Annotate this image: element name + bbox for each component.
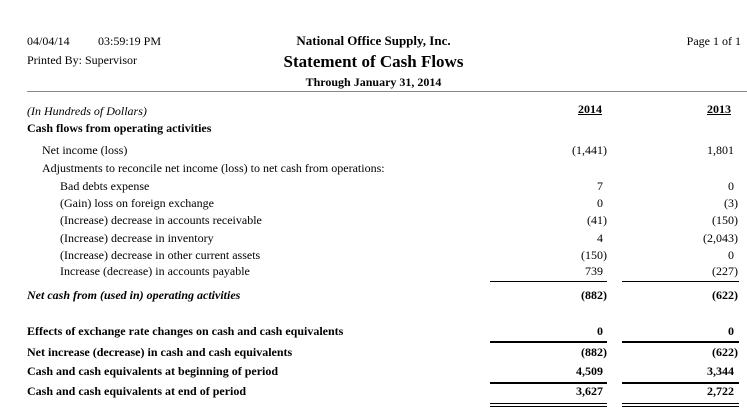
net-operating-row: Net cash from (used in) operating activi… — [0, 288, 747, 304]
row-label: (Increase) decrease in other current ass… — [60, 248, 261, 262]
value-2013: 0 — [728, 248, 734, 262]
column-header-2013: 2013 — [707, 102, 731, 116]
value-2014: 4 — [597, 231, 603, 245]
summary-row: Net increase (decrease) in cash and cash… — [0, 345, 747, 361]
row-label: Adjustments to reconcile net income (los… — [42, 161, 385, 175]
summary-row: Cash and cash equivalents at beginning o… — [0, 364, 747, 380]
total-rule-2014 — [490, 382, 607, 384]
value-2014: 4,509 — [576, 364, 603, 378]
subtotal-rule-2013 — [622, 281, 739, 282]
value-2014: (882) — [581, 345, 607, 359]
double-rule-bottom-2013 — [622, 406, 739, 407]
value-2014: (150) — [581, 248, 607, 262]
double-rule-top-2014 — [490, 403, 607, 404]
table-row: (Increase) decrease in other current ass… — [0, 248, 747, 264]
row-label: Cash and cash equivalents at end of peri… — [27, 384, 247, 398]
print-date: 04/04/14 — [27, 34, 70, 48]
print-time: 03:59:19 PM — [98, 34, 162, 48]
printed-by: Printed By: Supervisor — [27, 53, 137, 67]
row-label: (Gain) loss on foreign exchange — [60, 196, 214, 210]
report-title: Statement of Cash Flows — [283, 52, 464, 71]
report-period: Through January 31, 2014 — [305, 75, 442, 89]
value-2014: 0 — [597, 196, 603, 210]
row-label: Net income (loss) — [42, 143, 128, 157]
rule-2014 — [490, 341, 607, 343]
table-row: Bad debts expense 7 0 — [0, 179, 747, 195]
double-rule-top-2013 — [622, 403, 739, 404]
units-note: (In Hundreds of Dollars) — [27, 104, 147, 118]
header-divider — [27, 91, 747, 92]
row-label: Net cash from (used in) operating activi… — [27, 288, 241, 302]
value-2013: (2,043) — [703, 231, 738, 245]
total-rule-2013 — [622, 382, 739, 384]
value-2013: 0 — [728, 324, 734, 338]
row-label: (Increase) decrease in accounts receivab… — [60, 213, 262, 227]
value-2014: 739 — [585, 264, 603, 278]
column-header-2014: 2014 — [578, 102, 602, 116]
value-2013: (622) — [712, 345, 738, 359]
value-2013: (622) — [712, 288, 738, 302]
value-2014: 0 — [597, 324, 603, 338]
row-label: Increase (decrease) in accounts payable — [60, 264, 250, 278]
row-label: Cash and cash equivalents at beginning o… — [27, 364, 279, 378]
value-2013: 0 — [728, 179, 734, 193]
value-2013: (150) — [712, 213, 738, 227]
value-2013: (3) — [724, 196, 738, 210]
value-2013: 3,344 — [707, 364, 734, 378]
value-2014: (1,441) — [572, 143, 607, 157]
value-2013: 1,801 — [707, 143, 734, 157]
row-label: (Increase) decrease in inventory — [60, 231, 214, 245]
summary-row: Cash and cash equivalents at end of peri… — [0, 384, 747, 400]
summary-row: Effects of exchange rate changes on cash… — [0, 324, 747, 340]
row-label: Net increase (decrease) in cash and cash… — [27, 345, 293, 359]
value-2014: (41) — [587, 213, 607, 227]
value-2014: 3,627 — [576, 384, 603, 398]
section-title: Cash flows from operating activities — [27, 121, 212, 135]
table-row: (Increase) decrease in inventory 4 (2,04… — [0, 231, 747, 247]
table-row: Net income (loss) (1,441) 1,801 — [0, 143, 747, 159]
rule-2013 — [622, 341, 739, 343]
row-label: Effects of exchange rate changes on cash… — [27, 324, 344, 338]
row-label: Bad debts expense — [60, 179, 150, 193]
value-2013: (227) — [712, 264, 738, 278]
subtotal-rule-2014 — [490, 281, 607, 282]
value-2014: (882) — [581, 288, 607, 302]
company-name: National Office Supply, Inc. — [296, 33, 451, 48]
page-number: Page 1 of 1 — [686, 34, 741, 48]
table-row: (Increase) decrease in accounts receivab… — [0, 213, 747, 229]
table-row: (Gain) loss on foreign exchange 0 (3) — [0, 196, 747, 212]
table-row: Increase (decrease) in accounts payable … — [0, 264, 747, 280]
double-rule-bottom-2014 — [490, 406, 607, 407]
value-2013: 2,722 — [707, 384, 734, 398]
table-row: Adjustments to reconcile net income (los… — [0, 161, 747, 177]
value-2014: 7 — [597, 179, 603, 193]
